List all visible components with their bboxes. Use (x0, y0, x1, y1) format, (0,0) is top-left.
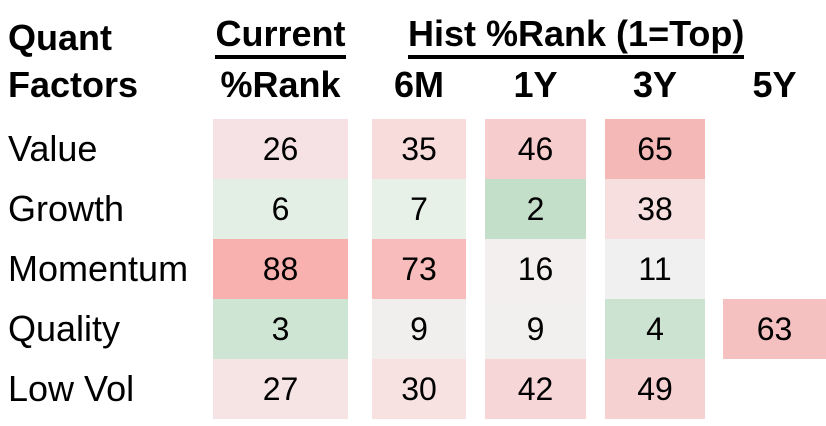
heatmap-cell: 73 (372, 239, 466, 299)
heatmap-cell: 2 (485, 179, 586, 239)
heatmap-cell: 7 (372, 179, 466, 239)
heatmap-cell: 27 (213, 359, 348, 419)
heatmap-cell: 16 (485, 239, 586, 299)
row-label-value: Value (8, 128, 98, 169)
heatmap-cell: 49 (605, 359, 705, 419)
heatmap-cell: 38 (605, 179, 705, 239)
table-title-line1: Quant (8, 17, 112, 58)
row-label-momentum: Momentum (8, 248, 189, 289)
column-header-1y: 1Y (513, 64, 558, 105)
heatmap-cell: 46 (485, 119, 586, 179)
column-header-6m: 6M (393, 64, 444, 105)
column-header-5y: 5Y (752, 64, 797, 105)
heatmap-cell: 26 (213, 119, 348, 179)
current-group-label: Current (215, 13, 346, 60)
column-header-3y: 3Y (632, 64, 678, 105)
column-header-current-rank: %Rank (220, 64, 341, 105)
heatmap-cell: 9 (485, 299, 586, 359)
hist-group-label: Hist %Rank (1=Top) (408, 13, 745, 60)
heatmap-cell: 42 (485, 359, 586, 419)
hist-group-header: Hist %Rank (1=Top) (408, 13, 745, 60)
table-title-line2: Factors (8, 64, 139, 105)
current-group-header: Current (213, 13, 348, 60)
heatmap-cell: 9 (372, 299, 466, 359)
heatmap-cell: 3 (213, 299, 348, 359)
row-label-quality: Quality (8, 308, 121, 349)
heatmap-cell: 11 (605, 239, 705, 299)
heatmap-cell: 6 (213, 179, 348, 239)
heatmap-cell: 35 (372, 119, 466, 179)
row-label-low-vol: Low Vol (8, 368, 135, 409)
heatmap-cell: 65 (605, 119, 705, 179)
heatmap-cell: 88 (213, 239, 348, 299)
heatmap-cell: 30 (372, 359, 466, 419)
row-label-growth: Growth (8, 188, 125, 229)
heatmap-cell: 4 (605, 299, 705, 359)
heatmap-cell: 63 (723, 299, 826, 359)
